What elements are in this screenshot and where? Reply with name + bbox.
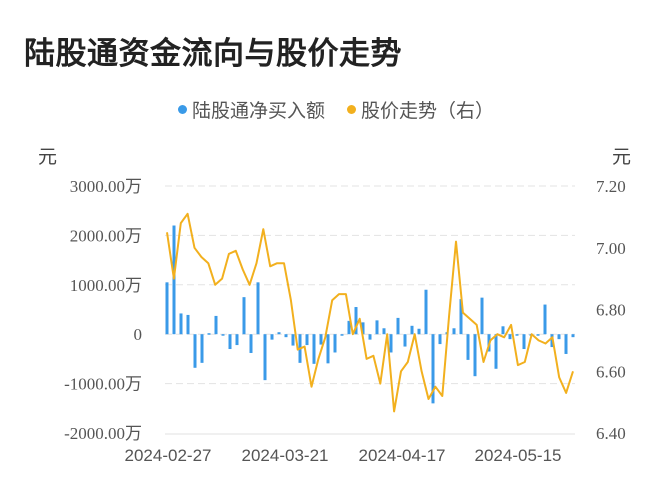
bar (515, 334, 519, 336)
bar (452, 328, 456, 335)
x-axis-tick: 2024-05-15 (475, 446, 562, 465)
legend-label: 陆股通净买入额 (191, 100, 325, 122)
bar (305, 334, 309, 346)
left-axis-tick: 3000.00万 (70, 177, 142, 196)
x-axis-tick: 2024-02-27 (125, 446, 212, 465)
bar (333, 334, 337, 353)
bar (403, 334, 407, 347)
bar (480, 297, 484, 335)
x-axis-tick: 2024-03-21 (242, 446, 329, 465)
bar (382, 328, 386, 335)
bar (501, 326, 505, 335)
bar (242, 297, 246, 335)
bar (368, 334, 372, 340)
left-axis-unit: 元 (38, 146, 58, 168)
x-axis-tick: 2024-04-17 (359, 446, 446, 465)
bar (424, 289, 428, 335)
bar (277, 332, 281, 335)
bar (319, 334, 323, 345)
bar (172, 225, 176, 335)
legend-item-net-buy[interactable]: 陆股通净买入额 (177, 96, 325, 123)
right-axis-tick: 7.20 (596, 177, 626, 196)
bar (571, 334, 575, 338)
bar (557, 334, 561, 340)
bar (466, 334, 470, 360)
left-axis-tick: -2000.00万 (64, 424, 142, 443)
bar (340, 334, 344, 336)
bar (396, 317, 400, 335)
bar (347, 320, 351, 335)
bar (270, 334, 274, 340)
bar (221, 334, 225, 336)
bar (494, 334, 498, 369)
bar (228, 334, 232, 350)
bar (354, 307, 358, 335)
bar (186, 314, 190, 335)
bar (263, 334, 267, 381)
bar (438, 334, 442, 345)
right-axis-unit: 元 (612, 146, 632, 168)
bar (291, 334, 295, 346)
chart-title: 陆股通资金流向与股价走势 (24, 36, 402, 72)
bar (326, 334, 330, 364)
bar (207, 333, 211, 335)
bar (522, 334, 526, 350)
bar (508, 334, 512, 340)
bar (200, 334, 204, 363)
legend: 陆股通净买入额 股价走势（右） (0, 96, 672, 123)
right-axis-tick: 7.00 (596, 239, 626, 258)
bar (375, 320, 379, 335)
legend-dot-icon (177, 105, 187, 114)
bar (431, 334, 435, 404)
bar (193, 334, 197, 368)
left-axis-tick: 2000.00万 (70, 226, 142, 245)
bar (417, 328, 421, 335)
right-axis-tick: 6.60 (596, 362, 626, 381)
bar (361, 322, 365, 335)
left-axis-tick: 0 (134, 325, 143, 344)
legend-label: 股价走势（右） (361, 100, 495, 122)
bar (179, 313, 183, 335)
bar (389, 334, 393, 353)
bar (473, 334, 477, 377)
left-axis-tick: -1000.00万 (64, 375, 142, 394)
bar (410, 325, 414, 335)
legend-item-price[interactable]: 股价走势（右） (347, 96, 494, 123)
bar (235, 334, 239, 346)
right-axis-tick: 6.80 (596, 301, 626, 320)
bar (543, 304, 547, 335)
bar (284, 334, 288, 338)
bar (459, 299, 463, 335)
bar (536, 334, 540, 336)
bar (214, 315, 218, 335)
bar (249, 334, 253, 353)
right-axis-tick: 6.40 (596, 424, 626, 443)
bar (256, 282, 260, 335)
bar (312, 334, 316, 364)
bar (564, 334, 568, 354)
left-axis-tick: 1000.00万 (70, 276, 142, 295)
legend-dot-icon (347, 105, 357, 114)
price-line (166, 212, 574, 413)
bar (165, 282, 169, 335)
